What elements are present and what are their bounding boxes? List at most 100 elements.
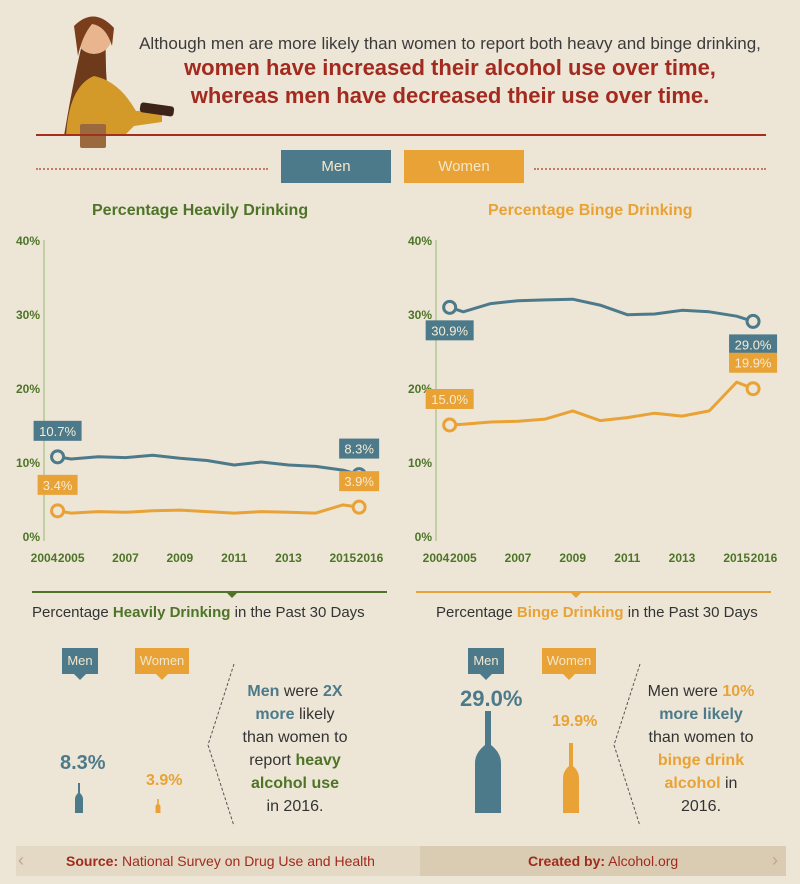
heavy-women-start-point — [50, 503, 66, 519]
divider-heavy-pointer — [225, 591, 239, 598]
heavy-note: Men were 2X more likely than women to re… — [220, 680, 370, 818]
heavy-x-tick-label: 2013 — [275, 551, 302, 565]
binge-y-tick-label: 30% — [408, 308, 432, 322]
heavy-note-p10: in 2016. — [266, 798, 324, 815]
binge-men-end-label-box — [729, 334, 778, 355]
heavy-x-tick-label: 2007 — [112, 551, 139, 565]
heavy-y-tick-label: 30% — [16, 308, 40, 322]
binge-women-tag-arrow — [563, 674, 575, 680]
heavy-men-tag: Men — [62, 648, 98, 674]
heavy-x-tick-label: 2005 — [58, 551, 85, 565]
binge-x-tick-label: 2013 — [669, 551, 696, 565]
binge-x-tick-label: 2009 — [559, 551, 586, 565]
binge-y-tick-label: 40% — [408, 234, 432, 248]
binge-note-p3: more likely — [659, 706, 743, 723]
heavy-women-value: 3.9% — [146, 772, 183, 789]
binge-women-bottle — [563, 743, 579, 813]
legend-men: Men — [281, 150, 391, 183]
binge-note-chevron — [613, 664, 641, 826]
footer-source-label: Source: — [66, 853, 119, 869]
heavy-men-start-label-box — [33, 420, 82, 441]
footer-created-text: Alcohol.org — [605, 853, 679, 869]
header-text: Although men are more likely than women … — [120, 34, 780, 110]
heavy-men-end-label: 8.3% — [344, 442, 374, 457]
heavy-men-line — [57, 453, 360, 477]
chart-title-heavy: Percentage Heavily Drinking — [92, 202, 309, 219]
divider-binge-pointer — [569, 591, 583, 598]
binge-x-tick-label: 2015 — [723, 551, 750, 565]
binge-women-start-point — [442, 417, 458, 433]
heavy-men-start-label: 10.7% — [39, 424, 76, 439]
binge-men-start-point — [442, 299, 458, 315]
heavy-x-tick-label: 2015 — [329, 551, 356, 565]
footer-right-chevron-icon[interactable]: › — [772, 850, 778, 870]
binge-women-start-label: 15.0% — [431, 392, 468, 407]
legend-women: Women — [404, 150, 524, 183]
subtitle-heavy: Percentage Heavily Drinking in the Past … — [32, 604, 365, 621]
binge-note-p1: Men were — [647, 683, 723, 700]
heavy-note-p3: 2X — [323, 683, 343, 700]
heavy-women-line — [57, 503, 360, 515]
heavy-note-p8: heavy — [295, 752, 341, 769]
binge-x-tick-label: 2011 — [614, 551, 640, 565]
divider-heavy — [32, 591, 387, 593]
binge-women-end-point — [745, 381, 761, 397]
heavy-men-start-point — [50, 449, 66, 465]
divider-binge — [416, 591, 771, 593]
subtitle-binge-pre: Percentage — [436, 604, 517, 621]
binge-note-p2: 10% — [722, 683, 755, 700]
heavy-note-p1: Men — [247, 683, 280, 700]
binge-women-tag: Women — [542, 648, 596, 674]
heavy-x-tick-label: 2016 — [357, 551, 384, 565]
heavy-note-p5: likely — [294, 706, 335, 723]
binge-x-tick-label: 2005 — [450, 551, 477, 565]
heavy-y-tick-label: 40% — [16, 234, 40, 248]
heavy-note-p7: report — [249, 752, 296, 769]
subtitle-binge-post: in the Past 30 Days — [623, 604, 758, 621]
heavy-note-p9: alcohol use — [250, 775, 340, 792]
binge-men-start-label-box — [425, 320, 474, 341]
binge-x-tick-label: 2004 — [423, 551, 450, 565]
binge-women-end-label-box — [729, 352, 778, 373]
footer-bar-right — [420, 846, 786, 876]
binge-y-tick-label: 0% — [415, 530, 433, 544]
binge-men-end-point — [745, 313, 761, 329]
heavy-women-end-label: 3.9% — [344, 474, 374, 489]
heavy-women-start-label-box — [37, 474, 78, 495]
binge-note-p7: in — [720, 775, 738, 792]
subtitle-heavy-pre: Percentage — [32, 604, 113, 621]
footer-source-text: National Survey on Drug Use and Health — [118, 853, 375, 869]
header-line2: women have increased their alcohol use o… — [184, 55, 716, 80]
binge-x-tick-label: 2007 — [505, 551, 532, 565]
heavy-men-value: 8.3% — [60, 752, 106, 774]
subtitle-binge: Percentage Binge Drinking in the Past 30… — [436, 604, 758, 621]
binge-men-tag-arrow — [480, 674, 492, 680]
heavy-women-tag: Women — [135, 648, 189, 674]
heavy-y-tick-label: 10% — [16, 456, 40, 470]
heavy-men-bottle — [75, 783, 83, 813]
heavy-women-bottle — [155, 799, 161, 813]
binge-men-line — [449, 297, 754, 323]
binge-note-p8: 2016. — [680, 798, 722, 815]
heavy-y-tick-label: 0% — [23, 530, 41, 544]
binge-women-value: 19.9% — [552, 713, 598, 730]
binge-men-bottle — [475, 711, 501, 813]
header-rule — [36, 134, 766, 136]
binge-men-value: 29.0% — [460, 686, 523, 711]
header-line3: whereas men have decreased their use ove… — [190, 83, 710, 108]
footer-left-chevron-icon[interactable]: ‹ — [18, 850, 24, 870]
binge-note-p5: binge drink — [657, 752, 745, 769]
subtitle-heavy-post: in the Past 30 Days — [230, 604, 365, 621]
binge-note-p6: alcohol — [664, 775, 721, 792]
heavy-women-end-point — [351, 499, 367, 515]
heavy-note-chevron — [207, 664, 235, 826]
footer-created: Created by: Alcohol.org — [528, 853, 678, 869]
legend-dotline-right — [534, 168, 766, 170]
subtitle-binge-em: Binge Drinking — [516, 604, 624, 621]
heavy-x-tick-label: 2004 — [31, 551, 58, 565]
heavy-note-p4: more — [255, 706, 295, 723]
footer-source: Source: National Survey on Drug Use and … — [66, 853, 375, 869]
binge-men-start-label: 30.9% — [431, 323, 468, 338]
heavy-x-tick-label: 2009 — [166, 551, 193, 565]
